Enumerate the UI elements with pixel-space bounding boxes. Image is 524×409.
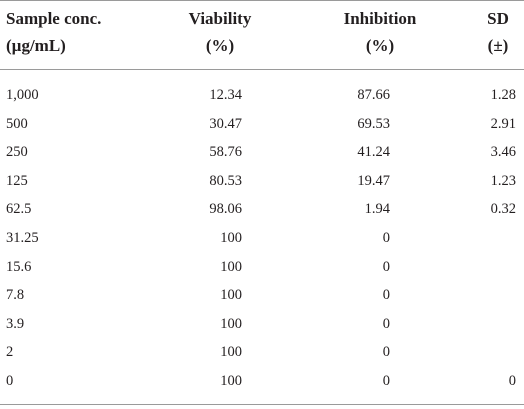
table-row: 62.5 98.06 1.94 0.32 (0, 195, 524, 224)
header-viability-line2: (%) (205, 36, 235, 55)
cell-inhibition: 19.47 (357, 172, 390, 189)
cell-inhibition: 87.66 (357, 87, 390, 103)
header-sample-conc: Sample conc. (µg/mL) (6, 5, 101, 59)
cell-inhibition: 1.94 (364, 201, 390, 218)
cell-inhibition: 69.53 (357, 115, 390, 132)
header-sd-line1: SD (487, 9, 509, 28)
table-row: 1,000 12.34 87.66 1.28 (0, 81, 524, 110)
table-header: Sample conc. (µg/mL) Viability (%) Inhib… (0, 0, 524, 69)
table-header-rule (0, 69, 524, 70)
cell-viability: 30.47 (209, 115, 242, 132)
cell-inhibition: 0 (382, 287, 390, 304)
cell-sd: 2.91 (490, 115, 516, 132)
cell-viability: 58.76 (209, 144, 242, 161)
cell-inhibition: 0 (382, 372, 390, 389)
table-row: 125 80.53 19.47 1.23 (0, 167, 524, 196)
cell-sample-conc: 2 (6, 344, 14, 361)
header-viability-line1: Viability (188, 9, 252, 28)
header-inhibition-line2: (%) (365, 36, 395, 55)
header-sd-line2: (±) (487, 36, 509, 55)
table-bottom-rule (0, 404, 524, 405)
table-row: 250 58.76 41.24 3.46 (0, 138, 524, 167)
cell-viability: 12.34 (209, 87, 242, 103)
cell-sample-conc: 7.8 (6, 287, 25, 304)
cell-sample-conc: 3.9 (6, 315, 25, 332)
header-viability: Viability (%) (170, 5, 270, 59)
table-row: 0 100 0 0 (0, 367, 524, 396)
table-row: 3.9 100 0 (0, 310, 524, 339)
table-row: 15.6 100 0 (0, 253, 524, 282)
cell-viability: 100 (220, 315, 242, 332)
cell-inhibition: 41.24 (357, 144, 390, 161)
table-body: 1,000 12.34 87.66 1.28 500 30.47 69.53 2.91 250 5… (0, 81, 524, 396)
table-row: 2 100 0 (0, 338, 524, 367)
table-top-rule (0, 0, 524, 1)
cell-sample-conc: 62.5 (6, 201, 32, 218)
header-sample-conc-line1: Sample conc. (6, 9, 102, 28)
header-sd: SD (±) (472, 5, 524, 59)
cell-sample-conc: 0 (6, 372, 14, 389)
header-inhibition-line1: Inhibition (343, 9, 417, 28)
cell-viability: 100 (220, 344, 242, 361)
cell-sd: 3.46 (490, 144, 516, 161)
cell-viability: 100 (220, 287, 242, 304)
cell-inhibition: 0 (382, 258, 390, 275)
cell-sample-conc: 500 (6, 115, 28, 132)
cell-sd: 0 (508, 372, 516, 389)
table-row: 31.25 100 0 (0, 224, 524, 253)
cell-sample-conc: 31.25 (6, 229, 39, 246)
cell-sample-conc: 250 (6, 144, 28, 161)
cell-viability: 80.53 (209, 172, 242, 189)
table-row: 7.8 100 0 (0, 281, 524, 310)
table-row: 500 30.47 69.53 2.91 (0, 110, 524, 139)
header-sample-conc-line2: (µg/mL) (6, 36, 66, 55)
cell-viability: 98.06 (209, 201, 242, 218)
cell-inhibition: 0 (382, 344, 390, 361)
cell-viability: 100 (220, 372, 242, 389)
cell-sample-conc: 125 (6, 172, 28, 189)
cell-viability: 100 (220, 229, 242, 246)
cell-sd: 1.28 (490, 87, 516, 103)
cell-viability: 100 (220, 258, 242, 275)
cell-inhibition: 0 (382, 229, 390, 246)
cell-sd: 1.23 (490, 172, 516, 189)
header-inhibition: Inhibition (%) (320, 5, 440, 59)
cell-sample-conc: 1,000 (6, 87, 39, 103)
cell-sample-conc: 15.6 (6, 258, 32, 275)
cell-inhibition: 0 (382, 315, 390, 332)
cell-sd: 0.32 (490, 201, 516, 218)
